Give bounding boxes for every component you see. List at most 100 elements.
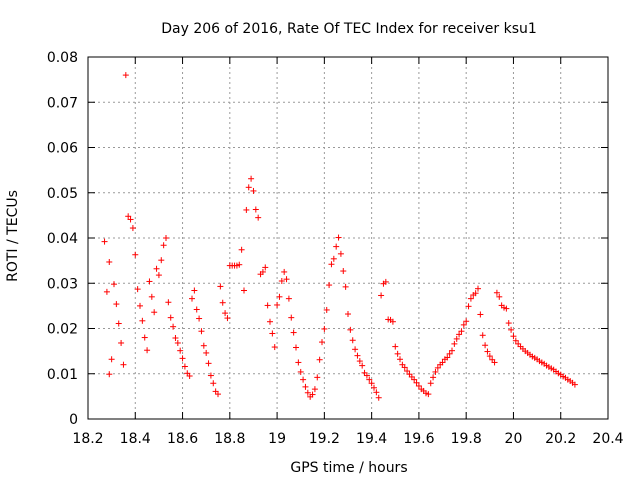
data-point-0-160 bbox=[477, 311, 484, 318]
data-point-0-129 bbox=[404, 368, 411, 375]
data-point-0-112 bbox=[363, 372, 370, 379]
y-tick-label-5: 0.05 bbox=[47, 186, 78, 202]
data-point-0-12 bbox=[127, 216, 134, 223]
data-point-0-149 bbox=[451, 340, 458, 347]
x-tick-label-3: 18.8 bbox=[214, 431, 245, 447]
data-point-0-162 bbox=[482, 342, 489, 349]
data-point-0-89 bbox=[309, 391, 316, 398]
data-point-0-37 bbox=[186, 373, 193, 380]
data-point-0-116 bbox=[373, 389, 380, 396]
y-tick-label-0: 0 bbox=[69, 412, 78, 428]
data-point-0-83 bbox=[295, 359, 302, 366]
data-point-0-117 bbox=[375, 394, 382, 401]
data-point-0-148 bbox=[449, 347, 455, 354]
data-point-0-43 bbox=[200, 342, 207, 349]
data-point-0-27 bbox=[163, 235, 169, 241]
data-point-0-79 bbox=[285, 295, 292, 302]
data-point-0-99 bbox=[333, 243, 340, 250]
data-point-0-10 bbox=[122, 72, 129, 79]
x-tick-label-7: 19.6 bbox=[403, 431, 434, 447]
data-point-0-200 bbox=[571, 381, 578, 388]
data-point-0-114 bbox=[368, 380, 375, 387]
y-tick-label-4: 0.04 bbox=[47, 231, 78, 247]
data-point-0-139 bbox=[427, 380, 434, 387]
data-point-0-59 bbox=[238, 246, 245, 253]
x-tick-label-8: 19.8 bbox=[451, 431, 482, 447]
data-point-0-158 bbox=[472, 290, 479, 297]
data-point-0-77 bbox=[281, 268, 288, 275]
data-point-0-85 bbox=[300, 376, 307, 383]
data-point-0-144 bbox=[439, 359, 446, 366]
x-tick-label-9: 20 bbox=[505, 431, 523, 447]
data-point-0-104 bbox=[345, 311, 351, 318]
data-point-0-11 bbox=[125, 213, 132, 220]
y-tick-label-7: 0.07 bbox=[47, 95, 78, 111]
data-point-0-1 bbox=[103, 288, 110, 295]
data-point-0-93 bbox=[319, 339, 325, 346]
data-point-0-106 bbox=[349, 337, 356, 344]
data-point-0-87 bbox=[304, 389, 311, 396]
data-point-0-141 bbox=[432, 368, 439, 375]
data-point-0-52 bbox=[222, 310, 229, 317]
data-point-0-17 bbox=[139, 317, 146, 324]
data-point-0-161 bbox=[479, 332, 486, 339]
data-point-0-15 bbox=[134, 286, 141, 293]
data-point-0-140 bbox=[430, 374, 437, 381]
x-tick-label-5: 19.2 bbox=[309, 431, 340, 447]
data-point-0-64 bbox=[250, 187, 257, 194]
data-point-0-86 bbox=[302, 383, 309, 390]
data-point-0-92 bbox=[316, 356, 323, 363]
data-point-0-94 bbox=[321, 325, 328, 332]
data-point-0-14 bbox=[132, 251, 139, 258]
data-point-0-95 bbox=[323, 306, 330, 313]
data-point-0-53 bbox=[224, 315, 231, 322]
data-point-0-60 bbox=[241, 287, 247, 294]
y-tick-label-2: 0.02 bbox=[47, 322, 78, 338]
x-tick-label-11: 20.4 bbox=[592, 431, 623, 447]
data-point-0-58 bbox=[236, 261, 243, 268]
data-point-0-71 bbox=[267, 318, 273, 325]
data-point-0-128 bbox=[401, 364, 408, 371]
y-axis-label: ROTI / TECUs bbox=[5, 190, 21, 282]
data-point-0-39 bbox=[191, 287, 198, 294]
data-point-0-46 bbox=[207, 372, 214, 379]
data-point-0-171 bbox=[503, 305, 510, 312]
data-point-0-151 bbox=[456, 331, 463, 338]
data-point-0-61 bbox=[243, 206, 250, 213]
data-point-0-174 bbox=[510, 333, 517, 340]
x-tick-label-2: 18.6 bbox=[167, 431, 198, 447]
data-point-0-152 bbox=[458, 328, 465, 335]
data-point-0-45 bbox=[205, 360, 212, 367]
data-point-0-42 bbox=[198, 328, 205, 335]
data-point-0-168 bbox=[496, 293, 503, 300]
data-point-0-132 bbox=[411, 376, 418, 383]
data-point-0-125 bbox=[394, 350, 401, 357]
data-point-0-4 bbox=[108, 356, 115, 363]
points-layer bbox=[101, 72, 578, 401]
data-point-0-19 bbox=[144, 347, 151, 354]
data-point-0-72 bbox=[269, 330, 276, 337]
data-point-0-138 bbox=[425, 391, 432, 398]
x-tick-label-4: 19 bbox=[268, 431, 286, 447]
data-point-0-147 bbox=[446, 350, 453, 357]
data-point-0-32 bbox=[174, 339, 181, 346]
data-point-0-81 bbox=[290, 329, 297, 336]
data-point-0-154 bbox=[463, 318, 470, 325]
data-point-0-25 bbox=[158, 257, 165, 264]
data-point-0-164 bbox=[486, 353, 493, 360]
data-point-0-18 bbox=[141, 334, 148, 341]
data-point-0-41 bbox=[196, 315, 203, 322]
data-point-0-107 bbox=[352, 346, 359, 353]
data-point-0-70 bbox=[264, 302, 271, 309]
data-point-0-76 bbox=[278, 277, 285, 284]
data-point-0-13 bbox=[129, 225, 136, 232]
data-point-0-172 bbox=[505, 320, 512, 327]
data-point-0-38 bbox=[189, 295, 195, 302]
data-point-0-47 bbox=[210, 380, 217, 387]
data-point-0-16 bbox=[137, 302, 143, 309]
data-point-0-109 bbox=[356, 358, 363, 365]
data-point-0-23 bbox=[153, 265, 160, 272]
x-tick-label-10: 20.2 bbox=[545, 431, 576, 447]
